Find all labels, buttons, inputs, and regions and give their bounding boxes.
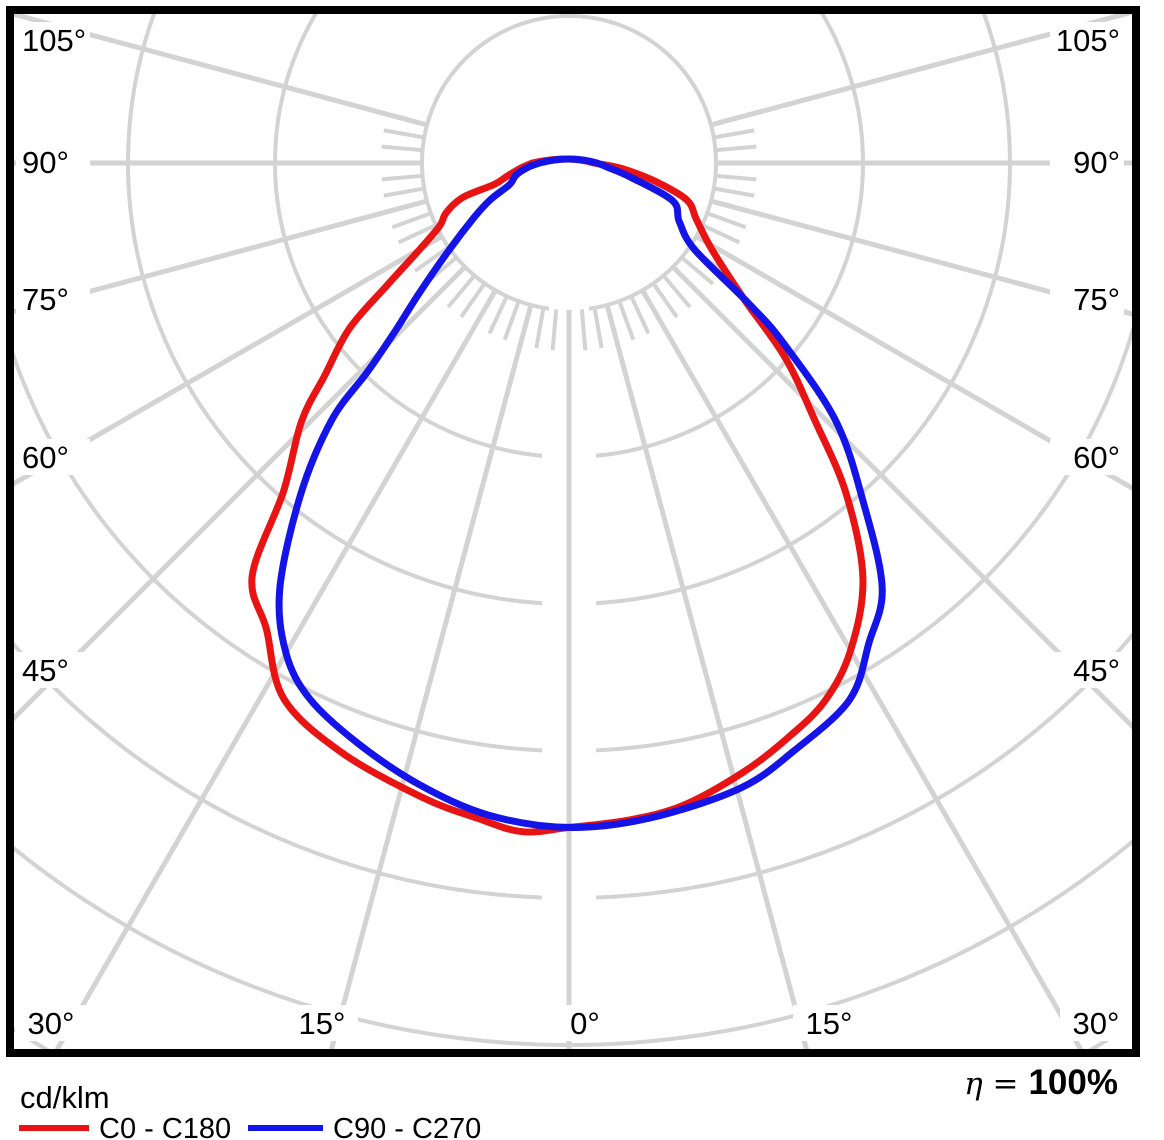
- grid-tick: [383, 186, 425, 198]
- grid-spoke-75: [14, 198, 428, 315]
- grid-tick: [713, 186, 755, 198]
- angle-label-left: 45°: [22, 653, 69, 688]
- grid-tick: [397, 223, 437, 245]
- grid-tick: [701, 223, 741, 245]
- grid-tick: [617, 300, 636, 341]
- label-backing: [1050, 22, 1124, 58]
- grid-tick: [680, 255, 715, 286]
- intensity-curves: [248, 155, 886, 836]
- angle-label-bottom: 30°: [1073, 1006, 1120, 1041]
- angle-label-left: 75°: [22, 282, 69, 317]
- angle-label-bottom: 30°: [28, 1006, 75, 1041]
- angle-labels: 105° 105° 90° 90° 75° 75° 60° 60° 45° 45° 30° 15° 0°…: [15, 22, 1132, 1041]
- grid-tick: [579, 309, 588, 351]
- grid-spoke-75: [710, 198, 1132, 317]
- label-backing: [16, 144, 90, 180]
- grid-spoke-45: [671, 265, 1132, 730]
- angle-label-left: 90°: [22, 145, 69, 180]
- label-backing: [793, 1005, 865, 1041]
- grid-spoke-105: [14, 14, 428, 128]
- grid-tick: [715, 173, 757, 182]
- grid-tick: [383, 128, 425, 140]
- legend-label-c0-c180: C0 - C180: [99, 1113, 231, 1140]
- angle-label-bottom: 15°: [806, 1006, 853, 1041]
- grid-tick: [592, 307, 604, 349]
- grid-spoke-45: [14, 265, 467, 722]
- label-backing: [1060, 1005, 1132, 1041]
- efficiency-label: η = 100%: [964, 1063, 1118, 1102]
- plot-border: [6, 6, 1140, 1057]
- grid-tick: [713, 128, 755, 140]
- grid-ring-1: [420, 14, 718, 312]
- label-backing: [16, 439, 90, 475]
- eta-symbol: η =: [964, 1066, 1018, 1102]
- label-backing: [1050, 652, 1124, 688]
- label-backing: [549, 1005, 621, 1041]
- grid-spoke-15: [329, 304, 534, 1049]
- label-backing: [1050, 144, 1124, 180]
- angle-label-bottom: 15°: [299, 1006, 346, 1041]
- curve-c90-c270: [275, 155, 886, 831]
- grid-spoke-105: [710, 14, 1132, 128]
- legend: cd/klm C0 - C180 C90 - C270 η = 100%: [19, 1063, 1118, 1140]
- label-backing: [15, 1005, 87, 1041]
- angle-label-right: 90°: [1073, 145, 1120, 180]
- label-backing: [1050, 439, 1124, 475]
- grid-spoke-15: [604, 304, 809, 1049]
- grid-tick: [381, 144, 423, 153]
- label-backing: [1050, 281, 1124, 317]
- grid-tick: [706, 211, 747, 230]
- curve-c0-c180: [248, 155, 867, 836]
- label-backing: [16, 281, 90, 317]
- angle-label-right: 45°: [1073, 653, 1120, 688]
- angle-label-right: 75°: [1073, 282, 1120, 317]
- angle-label-right: 60°: [1073, 440, 1120, 475]
- grid-tick: [502, 300, 521, 341]
- grid-tick: [629, 295, 651, 335]
- angle-label-bottom: 0°: [570, 1006, 600, 1041]
- grid-spoke-60: [695, 234, 1132, 491]
- grid-tick: [661, 274, 692, 309]
- angle-label-left: 105°: [22, 23, 86, 58]
- grid-tick: [413, 245, 450, 273]
- label-backing: [16, 652, 90, 688]
- grid-tick: [459, 282, 487, 319]
- grid-spoke-30: [54, 289, 498, 1049]
- grid-spoke-60: [14, 234, 443, 487]
- grid-tick: [391, 211, 432, 230]
- grid-spoke-30: [640, 289, 1084, 1049]
- grid-tick: [550, 309, 559, 351]
- angle-label-right: 105°: [1056, 23, 1120, 58]
- grid-tick: [446, 274, 477, 309]
- label-backing: [16, 22, 90, 58]
- grid-tick: [534, 307, 546, 349]
- grid-tick: [651, 282, 679, 319]
- radial-unit-label: cd/klm: [20, 1080, 110, 1115]
- label-backing: [286, 1005, 358, 1041]
- legend-label-c90-c270: C90 - C270: [333, 1113, 481, 1140]
- grid-tick: [381, 173, 423, 182]
- grid-tick: [487, 295, 509, 335]
- efficiency-value: 100%: [1028, 1063, 1118, 1102]
- angle-label-left: 60°: [22, 440, 69, 475]
- grid-tick: [715, 144, 757, 153]
- grid-ring-4: [14, 325, 1132, 753]
